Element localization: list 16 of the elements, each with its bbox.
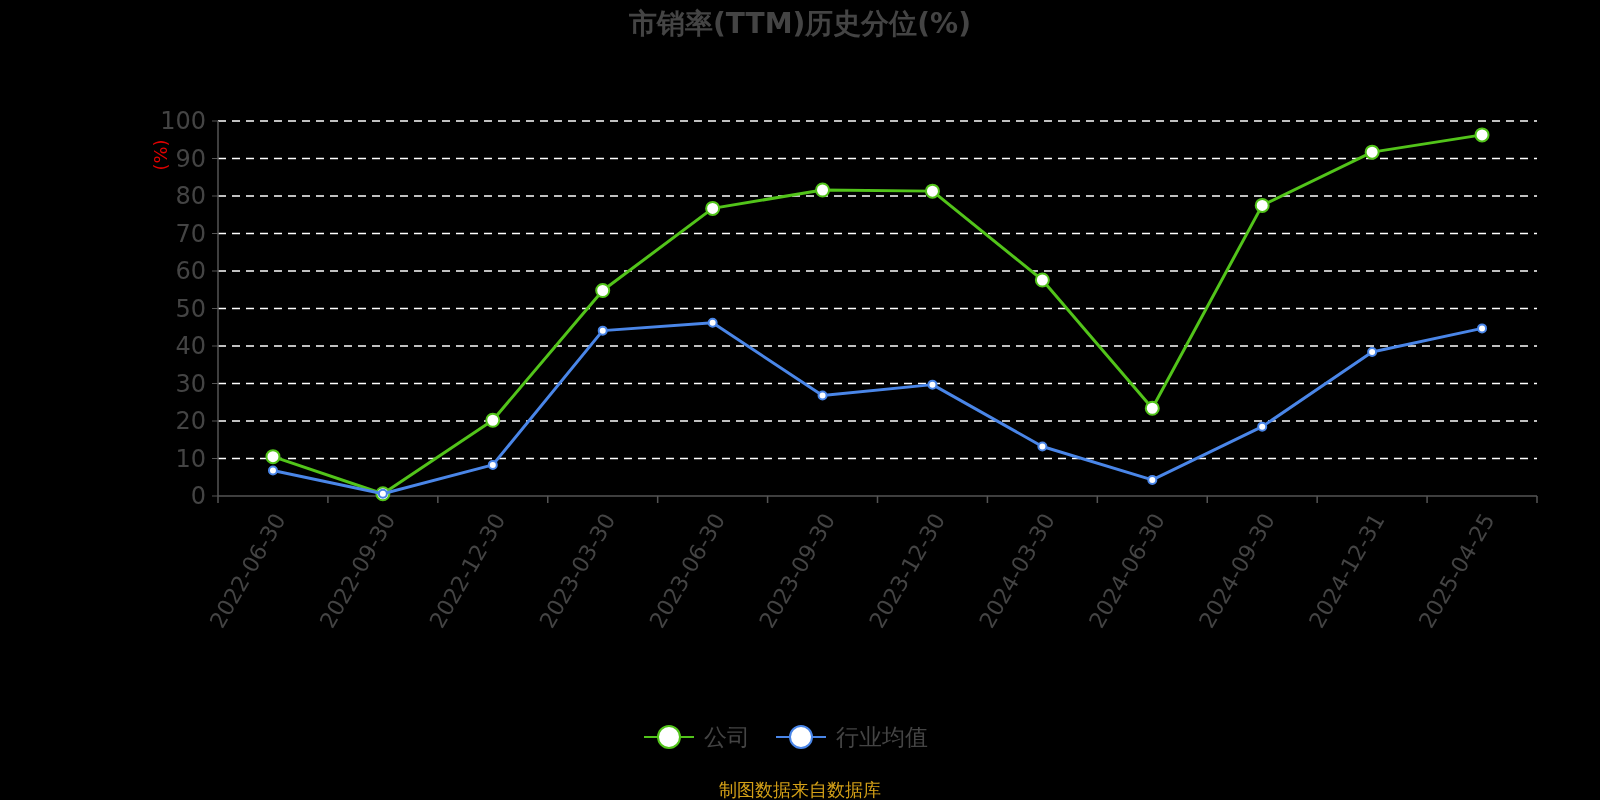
y-tick-label: 0 — [190, 482, 206, 510]
text: 制图数据来自数据库 — [719, 779, 881, 800]
y-tick-label: 30 — [175, 369, 206, 398]
y-axis-title: (%) — [150, 139, 171, 171]
y-tick-label: 20 — [175, 407, 206, 435]
legend-label: 行业均值 — [836, 724, 928, 750]
y-tick-label: 100 — [160, 107, 206, 135]
y-tick-label: 10 — [175, 444, 206, 473]
chart-title: 市销率(TTM)历史分位(%) — [628, 7, 971, 40]
y-tick-label: 40 — [175, 332, 206, 360]
y-tick-label: 50 — [175, 294, 206, 323]
y-tick-label: 90 — [175, 144, 206, 173]
y-tick-label: 70 — [175, 219, 206, 248]
legend-label: 公司 — [704, 724, 750, 750]
y-tick-label: 60 — [175, 257, 206, 285]
y-tick-label: 80 — [175, 182, 206, 210]
